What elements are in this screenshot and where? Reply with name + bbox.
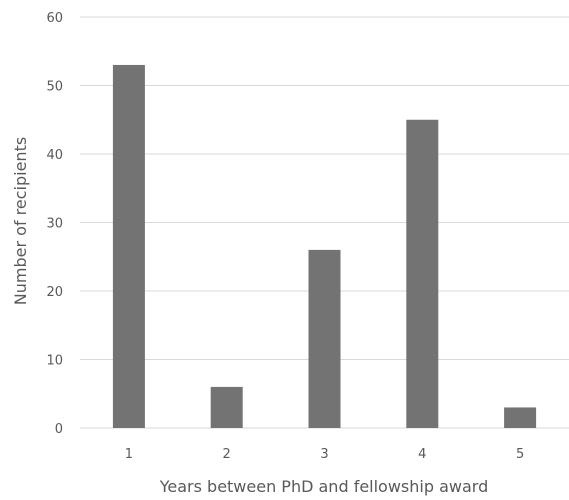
y-axis-title: Number of recipients: [11, 137, 30, 305]
y-tick-label: 50: [46, 80, 63, 95]
bar-4: [406, 119, 439, 428]
x-tick-label: 5: [516, 447, 524, 462]
bars: [112, 64, 537, 428]
x-tick-label: 1: [125, 447, 133, 462]
y-tick-label: 60: [46, 11, 63, 26]
y-tick-label: 20: [46, 285, 63, 300]
bar-3: [308, 249, 341, 428]
y-tick-labels: 0 10 20 30 40 50 60: [46, 11, 63, 437]
y-tick-label: 0: [55, 422, 63, 437]
x-tick-label: 4: [418, 447, 426, 462]
bar-2: [210, 386, 243, 428]
y-tick-label: 40: [46, 148, 63, 163]
y-tick-label: 30: [46, 217, 63, 232]
bar-1: [112, 64, 145, 428]
x-tick-label: 3: [320, 447, 328, 462]
bar-5: [504, 407, 537, 428]
x-tick-label: 2: [223, 447, 231, 462]
y-tick-label: 10: [46, 354, 63, 369]
x-tick-labels: 1 2 3 4 5: [125, 447, 524, 462]
x-axis-title: Years between PhD and fellowship award: [159, 477, 489, 496]
